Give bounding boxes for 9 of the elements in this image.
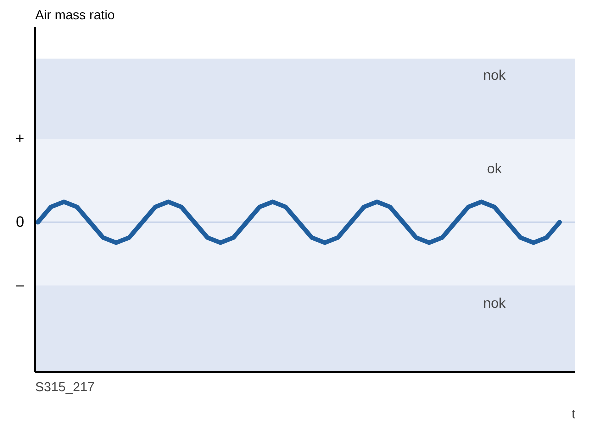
x-axis-title: t [572,406,576,422]
text: + [16,130,25,148]
band-label: ok [487,160,504,176]
band-label: nok [483,294,507,311]
band-label: nok [483,66,507,83]
chart-title: Air mass ratio [36,8,115,22]
text: 0 [16,214,24,231]
text: S315_217 [36,380,95,394]
text: – [16,277,26,294]
